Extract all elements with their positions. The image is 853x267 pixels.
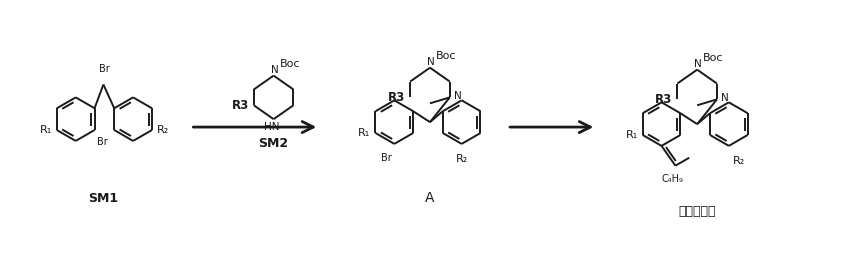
Text: R₁: R₁ bbox=[39, 125, 52, 135]
Text: N: N bbox=[720, 93, 728, 103]
Text: HN: HN bbox=[264, 122, 279, 132]
Text: SM1: SM1 bbox=[88, 192, 119, 205]
Text: 目标化合物: 目标化合物 bbox=[677, 205, 715, 218]
Text: Br: Br bbox=[96, 137, 107, 147]
Text: R₂: R₂ bbox=[455, 154, 467, 164]
Text: Boc: Boc bbox=[279, 59, 299, 69]
Text: R3: R3 bbox=[654, 93, 671, 106]
Text: R₁: R₁ bbox=[358, 128, 370, 138]
Text: Boc: Boc bbox=[435, 51, 456, 61]
Text: Br: Br bbox=[99, 64, 110, 74]
Text: R3: R3 bbox=[387, 91, 405, 104]
Text: A: A bbox=[425, 191, 434, 205]
Text: N: N bbox=[453, 91, 461, 101]
Text: R₂: R₂ bbox=[157, 125, 169, 135]
Text: R3: R3 bbox=[231, 99, 248, 112]
Text: C₄H₉: C₄H₉ bbox=[661, 174, 682, 184]
Text: SM2: SM2 bbox=[258, 137, 288, 150]
Text: R₂: R₂ bbox=[732, 156, 744, 166]
Text: Boc: Boc bbox=[702, 53, 722, 63]
Text: N: N bbox=[426, 57, 434, 67]
Text: Br: Br bbox=[380, 153, 391, 163]
Text: N: N bbox=[270, 65, 278, 74]
Text: N: N bbox=[693, 59, 701, 69]
Text: R₁: R₁ bbox=[624, 130, 637, 140]
